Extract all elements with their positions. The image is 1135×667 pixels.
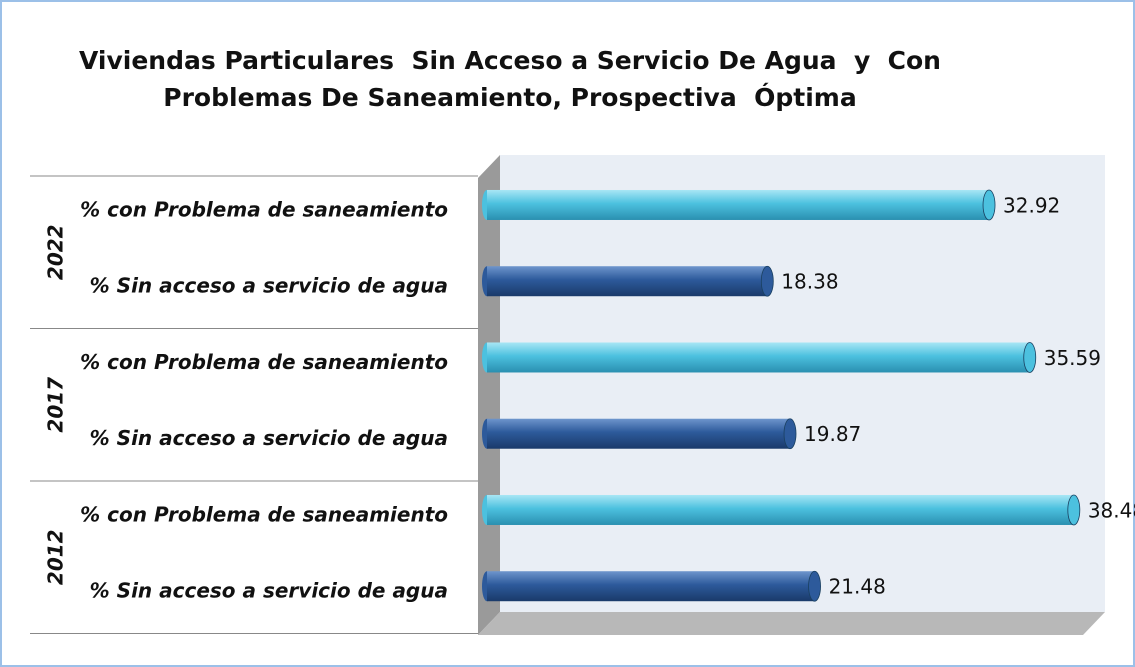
bar-cap [1023,342,1037,373]
category-label: % Sin acceso a servicio de agua [90,579,448,603]
data-label: 32.92 [1003,193,1060,217]
group-label: 2012 [44,529,68,585]
side-wall [478,155,500,635]
category-label: % Sin acceso a servicio de agua [90,426,448,450]
category-label: % con Problema de saneamiento [80,502,448,526]
bar [487,418,791,449]
data-label: 18.38 [781,270,838,294]
back-wall [500,155,1105,612]
category-label: % con Problema de saneamiento [80,350,448,374]
bar [487,189,990,220]
bar-cap [783,418,797,450]
category-label: % Sin acceso a servicio de agua [90,274,448,298]
chart-title: Viviendas Particulares Sin Acceso a Serv… [79,46,941,112]
bar-cap [760,265,774,297]
category-label: % con Problema de saneamiento [80,197,448,221]
data-label: 21.48 [829,575,886,599]
bar-cap [808,570,821,602]
bar [487,571,815,602]
data-label: 19.87 [804,422,861,446]
bar-cap [982,189,996,221]
group-label: 2022 [44,224,68,280]
bar-cap [1067,494,1081,526]
data-label: 35.59 [1044,346,1101,370]
bar [487,494,1074,525]
group-label: 2017 [44,377,68,433]
data-label: 38.48 [1088,498,1135,522]
bar [487,266,768,297]
floor [478,612,1105,635]
bar [487,342,1030,373]
